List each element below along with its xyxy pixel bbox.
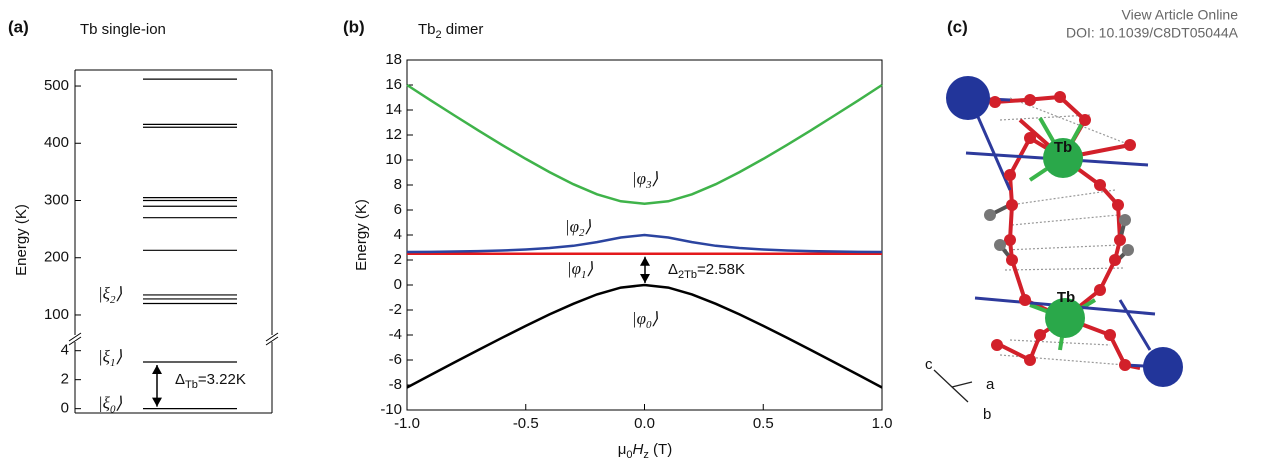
- gap-annotation: Δ2Tb=2.58K: [668, 261, 745, 281]
- y-tick-label: 14: [385, 101, 402, 118]
- y-tick-label: 0: [394, 276, 402, 293]
- x-tick-label: -1.0: [394, 415, 420, 432]
- text-part: |ξ: [98, 394, 111, 413]
- text-part: ⟩: [584, 217, 591, 236]
- y-axis-title: Energy (K): [353, 199, 370, 271]
- text-part: |φ: [632, 169, 646, 188]
- axis-label: a: [986, 376, 995, 393]
- arrow-head: [152, 365, 162, 374]
- state-label: |φ3⟩: [632, 169, 659, 191]
- y-tick-label: -4: [389, 326, 402, 343]
- arrow-head: [640, 274, 650, 283]
- y-tick-label: 8: [394, 176, 402, 193]
- x-tick-label: 1.0: [872, 415, 893, 432]
- text-part: Tb: [185, 379, 198, 391]
- text-part: ⟩: [115, 284, 122, 303]
- y-tick-label: 16: [385, 76, 402, 93]
- chart-title: Tb2 dimer: [418, 21, 483, 41]
- gap-annotation: ΔTb=3.22K: [175, 371, 246, 391]
- arrow-head: [152, 398, 162, 407]
- text-part: |φ: [567, 259, 581, 278]
- y-tick-label: 300: [44, 191, 69, 208]
- panel-label: (a): [8, 17, 29, 36]
- y-tick-label: -2: [389, 301, 402, 318]
- y-axis-title: Energy (K): [13, 204, 30, 276]
- text-part: ⟩: [586, 259, 593, 278]
- text-part: μ: [618, 441, 627, 458]
- state-label: |ξ2⟩: [98, 284, 122, 306]
- y-tick-label: 2: [61, 371, 69, 388]
- figure: View Article Online DOI: 10.1039/C8DT050…: [0, 0, 1267, 463]
- y-tick-label: 500: [44, 77, 69, 94]
- state-label: |φ0⟩: [632, 309, 659, 331]
- view-article-link[interactable]: View Article Online: [1122, 7, 1239, 23]
- text-part: 2Tb: [678, 269, 697, 281]
- series-line: [407, 235, 882, 252]
- panel-label: (c): [947, 17, 968, 36]
- text-part: Δ: [668, 261, 678, 278]
- text-part: =3.22K: [198, 371, 246, 388]
- axis-label: b: [983, 406, 991, 423]
- x-tick-label: 0.5: [753, 415, 774, 432]
- state-label: |φ2⟩: [565, 217, 592, 239]
- axis-label: c: [925, 356, 933, 373]
- text-part: Tb single-ion: [80, 21, 166, 38]
- chart-title: Tb single-ion: [80, 21, 166, 38]
- y-tick-label: 400: [44, 134, 69, 151]
- y-tick-label: -8: [389, 376, 402, 393]
- y-tick-label: 100: [44, 306, 69, 323]
- text-part: |φ: [565, 217, 579, 236]
- molecule: [934, 76, 1183, 402]
- atom-label: Tb: [1054, 139, 1072, 156]
- x-axis-title: μ0Hz (T): [618, 441, 672, 461]
- state-label: |ξ1⟩: [98, 347, 122, 369]
- panel-label: (b): [343, 17, 365, 36]
- y-tick-label: 12: [385, 126, 402, 143]
- text-part: |ξ: [98, 284, 111, 303]
- atom-label: Tb: [1057, 289, 1075, 306]
- doi: DOI: 10.1039/C8DT05044A: [1066, 25, 1239, 41]
- y-tick-label: 10: [385, 151, 402, 168]
- text-part: ⟩: [115, 347, 122, 366]
- text-part: |ξ: [98, 347, 111, 366]
- x-tick-label: -0.5: [513, 415, 539, 432]
- y-tick-label: 0: [61, 400, 69, 417]
- y-tick-label: 4: [394, 226, 402, 243]
- text-part: Tb: [418, 21, 436, 38]
- text-part: dimer: [442, 21, 484, 38]
- text-part: (T): [649, 441, 672, 458]
- y-tick-label: 4: [61, 342, 69, 359]
- text-part: ⟩: [115, 394, 122, 413]
- y-tick-label: 18: [385, 51, 402, 68]
- y-tick-label: 200: [44, 249, 69, 266]
- y-tick-label: 2: [394, 251, 402, 268]
- state-label: |ξ0⟩: [98, 394, 122, 416]
- text-part: H: [633, 441, 644, 458]
- arrow-head: [640, 257, 650, 266]
- text-part: ⟩: [651, 309, 658, 328]
- text-part: ⟩: [651, 169, 658, 188]
- state-label: |φ1⟩: [567, 259, 594, 281]
- y-tick-label: 6: [394, 201, 402, 218]
- x-tick-label: 0.0: [634, 415, 655, 432]
- series-line: [407, 285, 882, 388]
- text-part: Δ: [175, 371, 185, 388]
- text-part: =2.58K: [697, 261, 745, 278]
- text-part: |φ: [632, 309, 646, 328]
- y-tick-label: -6: [389, 351, 402, 368]
